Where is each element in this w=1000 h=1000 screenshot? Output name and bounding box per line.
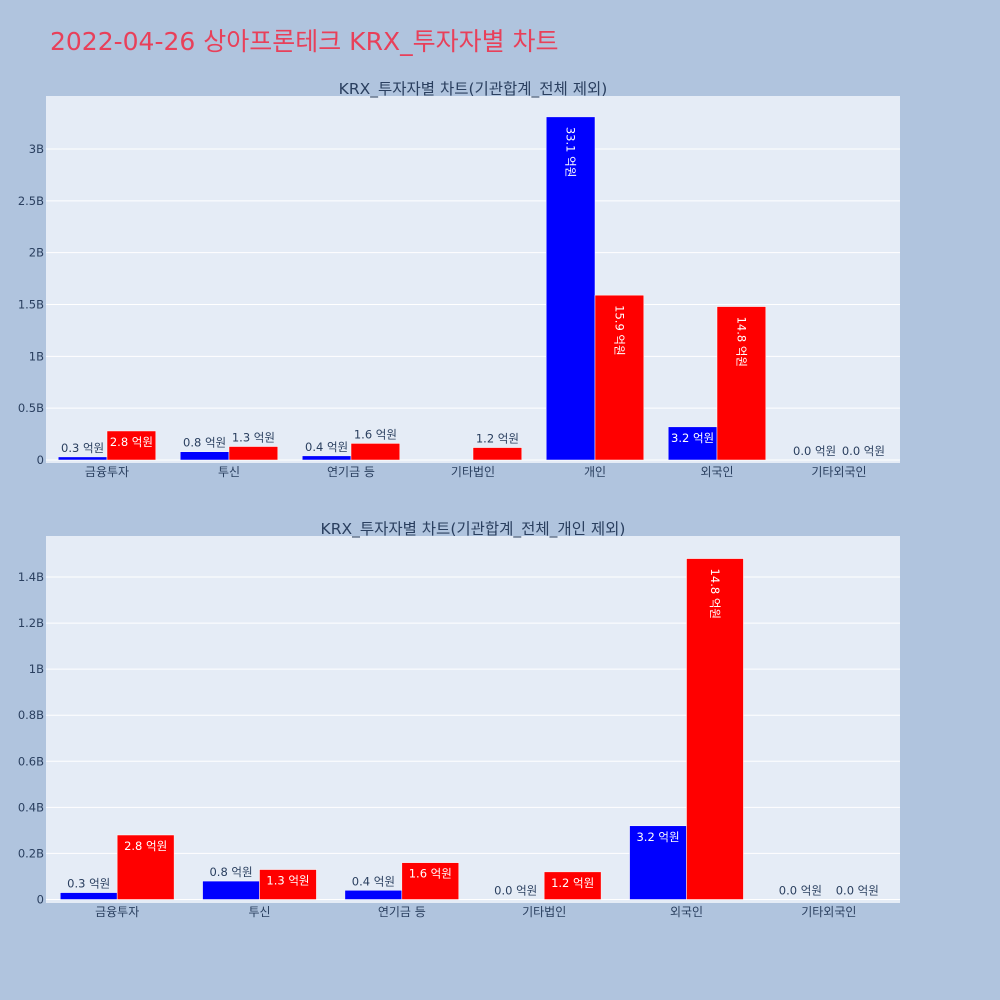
x-tick-label: 외국인 xyxy=(670,905,703,919)
bar-label: 0.3 억원 xyxy=(67,877,110,891)
bar-label: 0.4 억원 xyxy=(352,874,395,888)
bar xyxy=(716,306,767,461)
bar xyxy=(594,294,645,461)
bar-label: 0.8 억원 xyxy=(183,436,226,450)
bar-label: 1.2 억원 xyxy=(476,432,519,446)
plot-area xyxy=(46,536,900,903)
bar-label: 3.2 억원 xyxy=(636,830,679,844)
y-tick-label: 0.6B xyxy=(18,754,44,768)
bar xyxy=(629,825,687,900)
y-tick-label: 1B xyxy=(29,662,44,676)
bar xyxy=(116,834,175,900)
bar xyxy=(401,862,460,900)
x-tick-label: 외국인 xyxy=(700,465,733,479)
bar-label: 0.0 억원 xyxy=(779,884,822,898)
bar-label: 0.4 억원 xyxy=(305,440,348,454)
y-tick-label: 1.4B xyxy=(18,570,44,584)
bar-label: 14.8 억원 xyxy=(708,569,722,619)
chart-investor-all: 0 0.5B 1B 1.5B 2B 2.5B 3B KRX_투자자별 차트(기관합계_전체 제… xyxy=(18,80,900,479)
bar-label: 1.2 억원 xyxy=(551,876,594,890)
bar-label: 0.0 억원 xyxy=(836,884,879,898)
bar xyxy=(543,871,602,900)
bar xyxy=(179,451,230,461)
bar xyxy=(59,892,118,900)
bar-label: 1.6 억원 xyxy=(409,867,452,881)
x-tick-label: 금융투자 xyxy=(95,905,139,919)
bar xyxy=(259,869,317,900)
y-tick-label: 0 xyxy=(37,453,44,467)
y-tick-label: 0.8B xyxy=(18,708,44,722)
bar xyxy=(350,443,401,461)
x-tick-label: 투신 xyxy=(218,465,240,479)
bar-label: 0.3 억원 xyxy=(61,441,104,455)
bar xyxy=(202,880,260,900)
bar-label: 0.0 억원 xyxy=(494,884,537,898)
y-tick-label: 0.4B xyxy=(18,800,44,814)
bar-label: 2.8 억원 xyxy=(124,839,167,853)
bar-label: 0.8 억원 xyxy=(209,865,252,879)
bar xyxy=(228,446,279,461)
bar-label: 2.8 억원 xyxy=(110,435,153,449)
bar xyxy=(344,890,403,900)
x-tick-label: 투신 xyxy=(248,905,270,919)
y-tick-label: 2.5B xyxy=(18,194,44,208)
bar xyxy=(301,455,352,461)
x-tick-label: 기타외국인 xyxy=(811,465,866,479)
bar xyxy=(686,558,744,900)
bar-label: 1.3 억원 xyxy=(266,874,309,888)
bar xyxy=(667,426,718,461)
x-tick-label: 기타법인 xyxy=(451,465,495,479)
x-tick-label: 기타법인 xyxy=(522,905,566,919)
bar-label: 1.3 억원 xyxy=(232,431,275,445)
x-tick-label: 연기금 등 xyxy=(378,905,426,919)
y-tick-label: 2B xyxy=(29,246,44,260)
bar-label: 33.1 억원 xyxy=(564,127,578,177)
chart-title: KRX_투자자별 차트(기관합계_전체 제외) xyxy=(339,80,608,99)
y-tick-label: 1B xyxy=(29,349,44,363)
bar xyxy=(472,447,523,461)
y-tick-label: 0.5B xyxy=(18,401,44,415)
y-tick-label: 1.5B xyxy=(18,298,44,312)
bar-label: 0.0 억원 xyxy=(793,444,836,458)
bar-label: 15.9 억원 xyxy=(612,305,626,355)
page-title: 2022-04-26 상아프론테크 KRX_투자자별 차트 xyxy=(50,27,559,56)
bar xyxy=(106,430,157,461)
bar-label: 14.8 억원 xyxy=(734,317,748,367)
bar-label: 0.0 억원 xyxy=(842,444,885,458)
bar-label: 3.2 억원 xyxy=(671,431,714,445)
y-tick-label: 0 xyxy=(37,893,44,907)
x-tick-label: 개인 xyxy=(584,465,606,479)
chart-investor-excl-individual: 0 0.2B 0.4B 0.6B 0.8B 1B 1.2B 1.4B KRX_투자자별 차트(기… xyxy=(18,520,900,919)
bar-label: 1.6 억원 xyxy=(354,427,397,441)
chart-title: KRX_투자자별 차트(기관합계_전체_개인 제외) xyxy=(321,520,626,539)
bar xyxy=(57,456,108,461)
x-tick-label: 기타외국인 xyxy=(801,905,856,919)
y-tick-label: 3B xyxy=(29,142,44,156)
x-tick-label: 금융투자 xyxy=(85,465,129,479)
bar xyxy=(545,116,596,461)
y-tick-label: 1.2B xyxy=(18,616,44,630)
y-tick-label: 0.2B xyxy=(18,846,44,860)
x-tick-label: 연기금 등 xyxy=(327,465,375,479)
